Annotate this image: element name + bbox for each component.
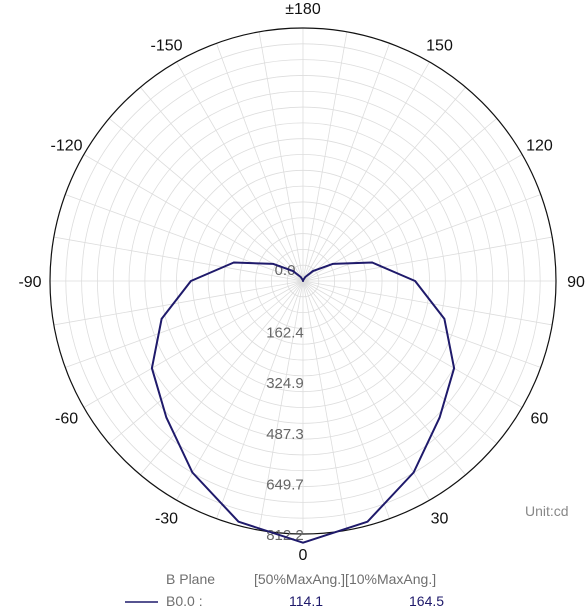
grid-spoke: [108, 118, 304, 282]
legend-value-50: 114.1: [289, 593, 323, 609]
grid-spoke: [302, 86, 466, 282]
data-point: [438, 416, 441, 419]
grid-spoke: [302, 236, 553, 282]
data-point: [232, 261, 235, 264]
grid-spoke: [53, 280, 304, 326]
grid-spoke: [302, 280, 541, 368]
outer-circle: [49, 27, 557, 535]
grid-spoke: [302, 280, 348, 531]
angle-label-3: 90: [567, 274, 585, 291]
angle-label-6: ±180: [285, 1, 321, 18]
legend-header-plane: B Plane: [166, 571, 215, 587]
grid-spoke: [302, 280, 466, 476]
grid-spoke: [176, 280, 304, 501]
grid-spoke: [216, 280, 304, 519]
data-point: [299, 276, 302, 278]
angle-label-7: -150: [150, 38, 182, 55]
grid-spoke: [302, 31, 348, 282]
angle-label-4: 120: [526, 138, 553, 155]
data-point: [302, 541, 304, 544]
angle-label-0: 0: [299, 547, 308, 564]
data-point: [443, 318, 446, 320]
data-point: [190, 280, 192, 282]
grid-spoke: [302, 280, 523, 408]
angle-label-11: -30: [155, 510, 178, 527]
legend-series-label: B0.0 :: [166, 593, 203, 609]
grid-spoke: [258, 31, 304, 282]
grid-spoke: [216, 43, 304, 282]
grid-spoke: [83, 280, 304, 408]
data-point: [191, 471, 194, 474]
grid-spoke: [302, 280, 498, 444]
grid-spoke: [302, 61, 430, 282]
legend-value-10: 164.5: [409, 593, 444, 609]
grid-spoke: [302, 118, 498, 282]
data-point: [412, 471, 415, 474]
grid-spoke: [302, 194, 541, 282]
angle-label-10: -60: [55, 411, 78, 428]
angle-label-9: -90: [18, 274, 41, 291]
data-point: [414, 280, 416, 282]
radial-tick-label-3: 487.3: [266, 426, 304, 443]
data-point: [237, 520, 240, 523]
polar-grid: [49, 27, 557, 535]
grid-spoke: [302, 280, 553, 326]
grid-spoke: [302, 280, 430, 501]
radial-tick-label-2: 324.9: [266, 375, 304, 392]
unit-label: Unit:cd: [525, 503, 569, 519]
data-point: [151, 367, 153, 370]
angle-label-1: 30: [431, 510, 449, 527]
grid-spoke: [176, 61, 304, 282]
data-point: [301, 279, 304, 281]
series-layer: [150, 261, 456, 544]
radial-tick-label-1: 162.4: [266, 325, 304, 342]
data-point: [272, 263, 275, 265]
angle-label-2: 60: [531, 411, 549, 428]
data-point: [366, 520, 369, 523]
legend-header-cols: [50%MaxAng.][10%MaxAng.]: [254, 571, 436, 587]
radial-tick-label-4: 649.7: [266, 476, 304, 493]
grid-spoke: [108, 280, 304, 444]
grid-spoke: [140, 280, 304, 476]
grid-spoke: [140, 86, 304, 282]
data-point: [371, 261, 374, 264]
grid-spoke: [302, 154, 523, 282]
data-point: [331, 263, 334, 265]
data-point: [312, 270, 314, 272]
grid-spoke: [302, 280, 390, 519]
legend: B Plane [50%MaxAng.][10%MaxAng.] B0.0 : …: [125, 571, 444, 609]
grid-spoke: [65, 194, 304, 282]
grid-spoke: [258, 280, 304, 531]
data-point: [304, 276, 307, 278]
data-point: [160, 318, 163, 320]
angle-label-8: -120: [51, 138, 83, 155]
angle-label-5: 150: [426, 38, 453, 55]
data-point: [165, 416, 168, 419]
data-point: [292, 270, 294, 272]
data-point: [453, 367, 455, 370]
grid-spoke: [302, 43, 390, 282]
angle-labels: 0 30 60 90 120 150 ±180 -150 -120 -90 -60 -30: [18, 1, 585, 564]
grid-spoke: [53, 236, 304, 282]
grid-spoke: [83, 154, 304, 282]
grid-spoke: [65, 280, 304, 368]
